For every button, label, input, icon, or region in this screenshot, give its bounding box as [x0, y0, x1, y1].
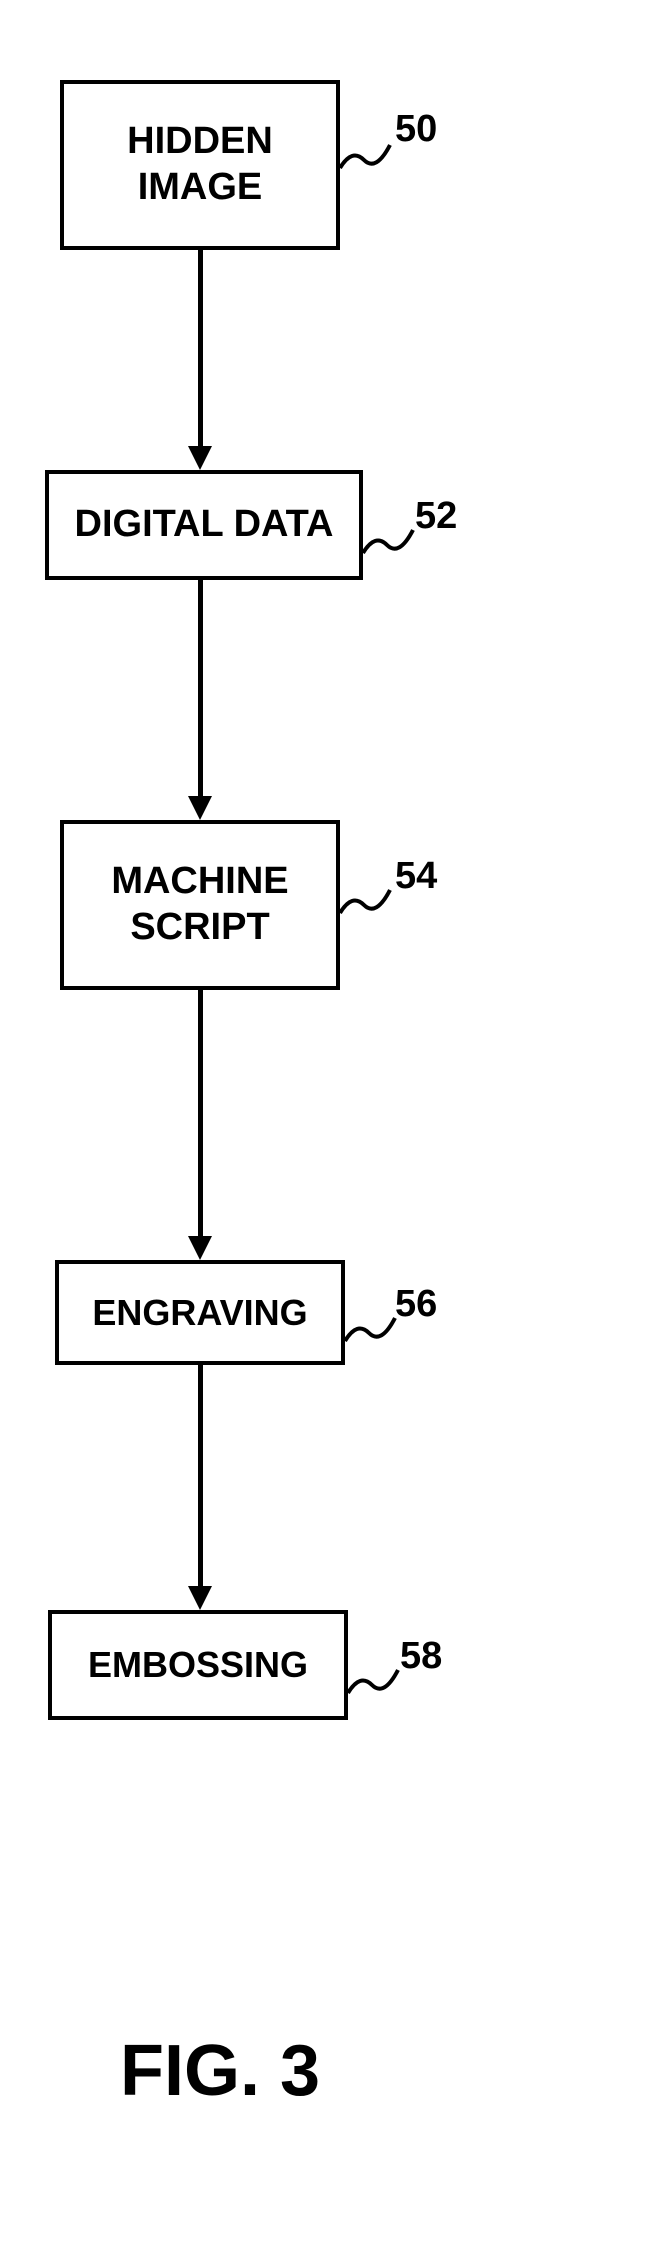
- node-ref-50: 50: [395, 108, 437, 151]
- flow-arrow: [198, 1365, 203, 1586]
- node-ref-56: 56: [395, 1283, 437, 1326]
- flow-node-engraving: ENGRAVING: [55, 1260, 345, 1365]
- flow-arrow: [198, 250, 203, 446]
- figure-caption: FIG. 3: [120, 2030, 320, 2112]
- flow-node-embossing: EMBOSSING: [48, 1610, 348, 1720]
- node-label: DIGITAL DATA: [75, 502, 334, 548]
- squiggle-connector: [340, 875, 395, 935]
- flow-arrow: [198, 580, 203, 796]
- node-ref-58: 58: [400, 1635, 442, 1678]
- flow-node-digital-data: DIGITAL DATA: [45, 470, 363, 580]
- flow-arrow: [198, 990, 203, 1236]
- arrow-head-icon: [188, 1586, 212, 1610]
- squiggle-connector: [340, 130, 395, 190]
- node-label: EMBOSSING: [88, 1643, 308, 1686]
- node-label: HIDDEN IMAGE: [127, 119, 273, 210]
- squiggle-connector: [348, 1655, 403, 1715]
- squiggle-connector: [345, 1303, 400, 1363]
- arrow-head-icon: [188, 446, 212, 470]
- arrow-head-icon: [188, 1236, 212, 1260]
- node-label: ENGRAVING: [92, 1291, 307, 1334]
- node-label: MACHINE SCRIPT: [111, 859, 288, 950]
- squiggle-connector: [363, 515, 418, 575]
- flow-node-machine-script: MACHINE SCRIPT: [60, 820, 340, 990]
- node-ref-54: 54: [395, 855, 437, 898]
- node-ref-52: 52: [415, 495, 457, 538]
- flow-node-hidden-image: HIDDEN IMAGE: [60, 80, 340, 250]
- arrow-head-icon: [188, 796, 212, 820]
